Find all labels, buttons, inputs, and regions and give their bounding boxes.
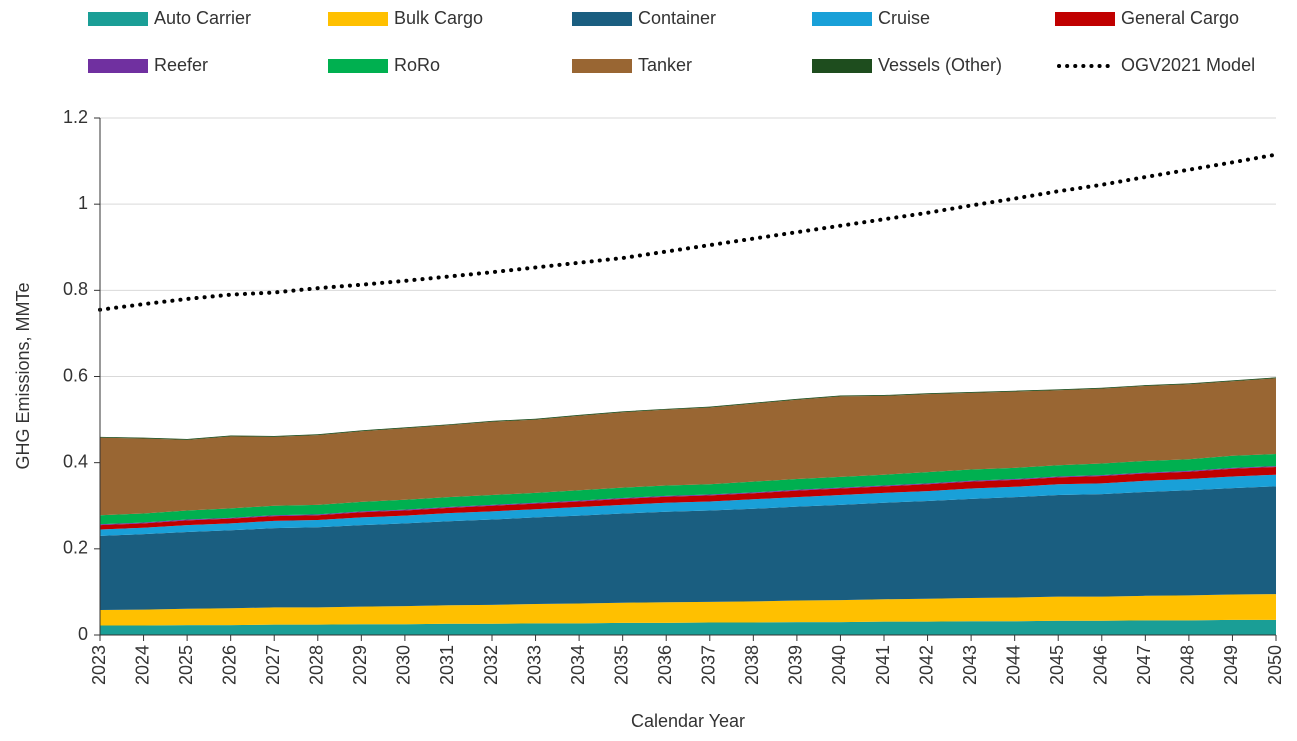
- area: [100, 474, 1276, 536]
- legend-label: Bulk Cargo: [394, 8, 483, 28]
- legend-label: Cruise: [878, 8, 930, 28]
- legend-swatch: [1055, 12, 1115, 26]
- x-tick-label: 2042: [916, 645, 936, 685]
- area: [100, 466, 1276, 526]
- x-tick-label: 2036: [655, 645, 675, 685]
- x-tick-label: 2050: [1265, 645, 1285, 685]
- x-tick-label: 2040: [829, 645, 849, 685]
- y-tick-label: 0.4: [63, 451, 88, 471]
- x-tick-label: 2032: [481, 645, 501, 685]
- y-axis-title: GHG Emissions, MMTe: [13, 282, 33, 469]
- x-tick-label: 2048: [1178, 645, 1198, 685]
- x-tick-label: 2027: [263, 645, 283, 685]
- x-tick-label: 2039: [786, 645, 806, 685]
- x-tick-label: 2047: [1134, 645, 1154, 685]
- area: [100, 377, 1276, 440]
- legend-swatch: [812, 12, 872, 26]
- x-tick-label: 2049: [1221, 645, 1241, 685]
- y-tick-label: 0.2: [63, 538, 88, 558]
- x-tick-label: 2045: [1047, 645, 1067, 685]
- area: [100, 486, 1276, 611]
- x-tick-label: 2046: [1091, 645, 1111, 685]
- x-tick-label: 2025: [176, 645, 196, 685]
- legend-label: Vessels (Other): [878, 55, 1002, 75]
- legend-swatch: [572, 59, 632, 73]
- x-tick-label: 2029: [350, 645, 370, 685]
- legend-label: OGV2021 Model: [1121, 55, 1255, 75]
- y-tick-label: 1: [78, 193, 88, 213]
- area: [100, 378, 1276, 516]
- legend-swatch: [328, 59, 388, 73]
- y-tick-label: 0: [78, 624, 88, 644]
- legend-swatch: [328, 12, 388, 26]
- x-axis-title: Calendar Year: [631, 711, 745, 731]
- y-tick-label: 0.8: [63, 279, 88, 299]
- x-tick-label: 2041: [873, 645, 893, 685]
- legend-label: Container: [638, 8, 716, 28]
- x-tick-label: 2023: [89, 645, 109, 685]
- y-tick-label: 0.6: [63, 365, 88, 385]
- x-tick-label: 2043: [960, 645, 980, 685]
- x-tick-label: 2037: [699, 645, 719, 685]
- line: [98, 152, 1278, 312]
- legend-label: RoRo: [394, 55, 440, 75]
- legend-swatch: [88, 59, 148, 73]
- legend-label: Tanker: [638, 55, 692, 75]
- x-tick-label: 2033: [524, 645, 544, 685]
- legend-swatch: [88, 12, 148, 26]
- x-tick-label: 2028: [307, 645, 327, 685]
- y-tick-label: 1.2: [63, 107, 88, 127]
- area: [100, 466, 1276, 530]
- legend-label: Auto Carrier: [154, 8, 251, 28]
- x-tick-label: 2026: [219, 645, 239, 685]
- area: [100, 454, 1276, 525]
- legend-label: General Cargo: [1121, 8, 1239, 28]
- legend-label: Reefer: [154, 55, 208, 75]
- x-tick-label: 2038: [742, 645, 762, 685]
- x-tick-label: 2031: [437, 645, 457, 685]
- x-tick-label: 2024: [132, 645, 152, 685]
- legend-swatch: [572, 12, 632, 26]
- legend-swatch: [812, 59, 872, 73]
- x-tick-label: 2035: [611, 645, 631, 685]
- x-tick-label: 2030: [394, 645, 414, 685]
- x-tick-label: 2044: [1003, 645, 1023, 685]
- x-tick-label: 2034: [568, 645, 588, 685]
- area: [100, 594, 1276, 626]
- area: [100, 619, 1276, 635]
